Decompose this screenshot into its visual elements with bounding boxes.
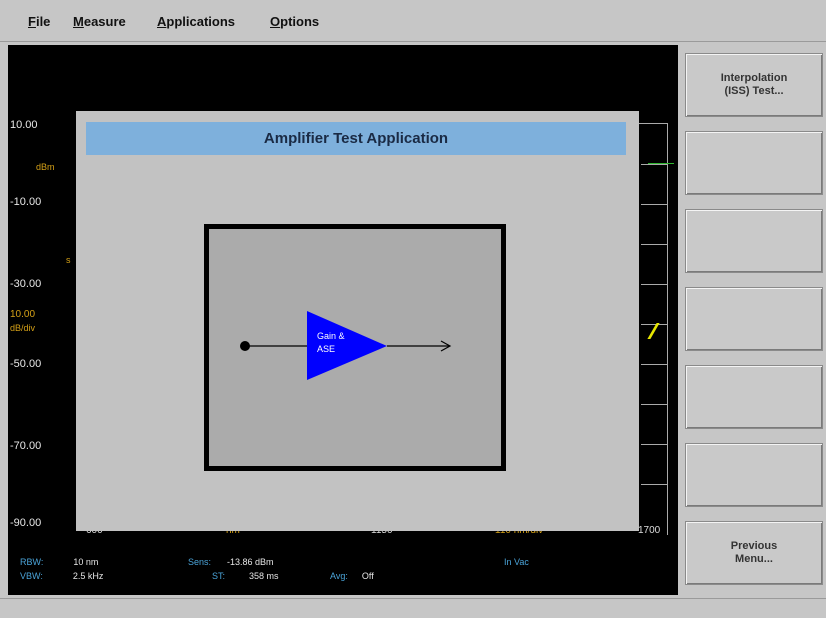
- amplifier-label-line2: ASE: [317, 344, 335, 354]
- menu-options[interactable]: Options: [270, 14, 320, 29]
- grid-line: [641, 164, 667, 165]
- grid-line: [641, 324, 667, 325]
- amplifier-schematic: Gain & ASE: [240, 311, 452, 380]
- y-tick-label: -30.00: [10, 278, 42, 290]
- bottom-bar: [0, 598, 826, 618]
- plot-grid: [638, 123, 668, 535]
- y-tick-label: 10.00: [10, 119, 38, 131]
- y-unit-label: dBm: [36, 162, 55, 172]
- grid-line: [641, 484, 667, 485]
- grid-line: [641, 364, 667, 365]
- amplifier-label-line1: Gain &: [317, 331, 345, 341]
- sweep-time-status: ST: 358 ms: [212, 571, 279, 581]
- avg-status: Avg: Off: [330, 571, 374, 581]
- output-arrow-icon: [440, 340, 452, 352]
- y-tick-label: -90.00: [10, 517, 42, 529]
- grid-line: [641, 404, 667, 405]
- y-tick-label: -70.00: [10, 440, 42, 452]
- softkey-2[interactable]: [685, 131, 823, 195]
- grid-line: [641, 444, 667, 445]
- grid-line: [641, 284, 667, 285]
- stray-mark: s: [66, 255, 71, 265]
- interpolation-test-softkey[interactable]: Interpolation (ISS) Test...: [685, 53, 823, 117]
- softkey-panel: Interpolation (ISS) Test... Previous Men…: [680, 45, 826, 600]
- softkey-3[interactable]: [685, 209, 823, 273]
- x-axis-stop: 1700: [638, 525, 661, 536]
- softkey-5[interactable]: [685, 365, 823, 429]
- medium-status: In Vac: [504, 557, 529, 567]
- amplifier-diagram: Gain & ASE: [204, 224, 506, 471]
- menu-file[interactable]: File: [28, 14, 51, 29]
- softkey-4[interactable]: [685, 287, 823, 351]
- amplifier-test-dialog: Amplifier Test Application Gain & ASE: [76, 111, 639, 531]
- previous-menu-softkey[interactable]: Previous Menu...: [685, 521, 823, 585]
- sens-status: Sens: -13.86 dBm: [188, 557, 274, 567]
- softkey-6[interactable]: [685, 443, 823, 507]
- amplifier-triangle-icon[interactable]: [307, 311, 387, 380]
- grid-line: [641, 244, 667, 245]
- menu-measure[interactable]: Measure: [73, 14, 126, 29]
- scale-unit: dB/div: [10, 323, 36, 333]
- grid-line: [641, 204, 667, 205]
- trace-green: [648, 163, 674, 164]
- dialog-title: Amplifier Test Application: [86, 122, 626, 155]
- vbw-status: VBW: 2.5 kHz: [20, 571, 104, 581]
- y-tick-label: -50.00: [10, 358, 42, 370]
- menu-bar: File Measure Applications Options: [0, 0, 826, 42]
- menu-applications[interactable]: Applications: [157, 14, 236, 29]
- scale-value: 10.00: [10, 309, 36, 320]
- rbw-status: RBW: 10 nm: [20, 557, 99, 567]
- y-tick-label: -10.00: [10, 196, 42, 208]
